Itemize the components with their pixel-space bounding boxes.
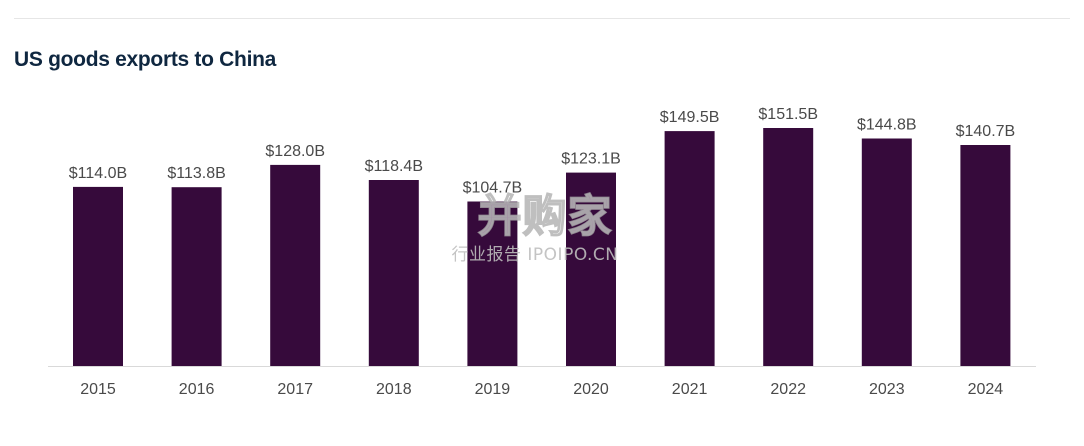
bar-2024	[960, 145, 1011, 366]
value-label-2019: $104.7B	[463, 180, 523, 197]
bars-group	[73, 128, 1011, 366]
bar-2017	[270, 164, 321, 366]
value-label-2023: $144.8B	[857, 117, 917, 134]
bar-2018	[368, 180, 419, 366]
bar-2020	[566, 172, 616, 366]
x-tick-label-2021: 2021	[672, 381, 708, 398]
x-tick-label-2019: 2019	[475, 381, 511, 398]
value-label-2021: $149.5B	[660, 109, 720, 126]
x-tick-label-2020: 2020	[573, 381, 609, 398]
bar-2015	[73, 186, 123, 366]
x-tick-label-2017: 2017	[277, 381, 313, 398]
value-label-2020: $123.1B	[561, 151, 621, 168]
x-tick-label-2016: 2016	[179, 381, 215, 398]
value-label-2024: $140.7B	[956, 123, 1016, 140]
value-label-2018: $118.4B	[365, 158, 423, 175]
x-tick-labels-group: 2015 2016 2017 2018 2019 2020 2021 2022 2023 2024	[80, 381, 1003, 398]
x-tick-label-2024: 2024	[968, 381, 1004, 398]
value-label-2022: $151.5B	[758, 106, 818, 123]
value-label-2017: $128.0B	[265, 143, 325, 160]
value-label-2016: $113.8B	[167, 165, 225, 182]
x-tick-label-2023: 2023	[869, 381, 905, 398]
value-labels-group: $114.0B $113.8B $128.0B $118.4B $104.7B $123.…	[69, 106, 1015, 197]
x-tick-label-2022: 2022	[770, 381, 806, 398]
value-label-2015: $114.0B	[69, 165, 127, 182]
bar-2021	[664, 131, 715, 366]
bar-2022	[763, 128, 814, 366]
bar-2023	[861, 138, 912, 366]
x-tick-label-2018: 2018	[376, 381, 412, 398]
bar-2019	[467, 201, 518, 366]
x-tick-label-2015: 2015	[80, 381, 116, 398]
bar-2016	[171, 187, 222, 366]
chart-title: US goods exports to China	[14, 48, 277, 71]
top-divider	[14, 18, 1070, 19]
